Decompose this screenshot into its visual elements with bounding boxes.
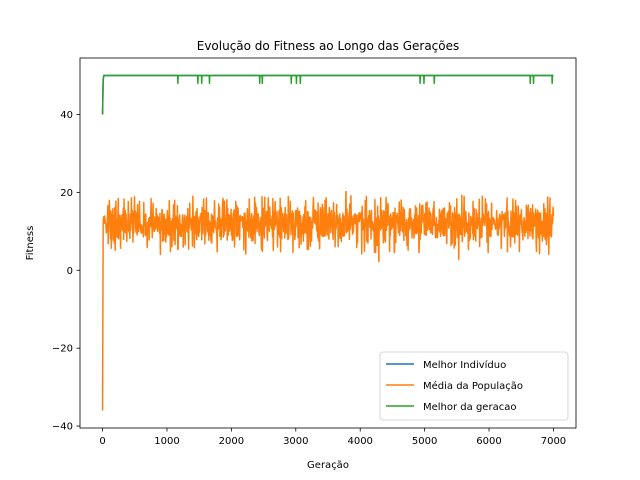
plot-lines [101, 74, 555, 411]
legend-box [379, 351, 569, 421]
x-tick-label: 6000 [476, 436, 501, 447]
y-tick-label: −40 [52, 422, 73, 433]
legend-label: Média da População [423, 380, 523, 392]
y-tick-label: 40 [60, 110, 73, 121]
plot-frame [79, 57, 577, 429]
y-tick-label: 0 [67, 266, 73, 277]
x-tick-label: 1000 [154, 436, 179, 447]
series-line-3 [101, 74, 554, 115]
x-tick-label: 7000 [541, 436, 566, 447]
legend-label: Melhor da geracao [423, 402, 516, 413]
x-tick-label: 3000 [283, 436, 308, 447]
legend: Melhor Indivíduo Média da População Melhor… [379, 351, 569, 421]
y-axis: −40 −20 0 20 40 [52, 110, 80, 433]
x-tick-label: 4000 [347, 436, 372, 447]
x-tick-label: 5000 [412, 436, 437, 447]
y-tick-label: 20 [60, 188, 73, 199]
y-axis-label: Fitness [25, 226, 36, 261]
x-tick-label: 2000 [219, 436, 244, 447]
x-axis-label: Geração [307, 460, 349, 471]
y-tick-label: −20 [52, 344, 73, 355]
series-line-2 [101, 190, 555, 411]
legend-label: Melhor Indivíduo [423, 359, 506, 371]
x-axis: 0 1000 2000 3000 4000 5000 6000 7000 [99, 428, 566, 447]
chart-title: Evolução do Fitness ao Longo das Geraçõe… [197, 39, 460, 53]
x-tick-label: 0 [99, 436, 105, 447]
